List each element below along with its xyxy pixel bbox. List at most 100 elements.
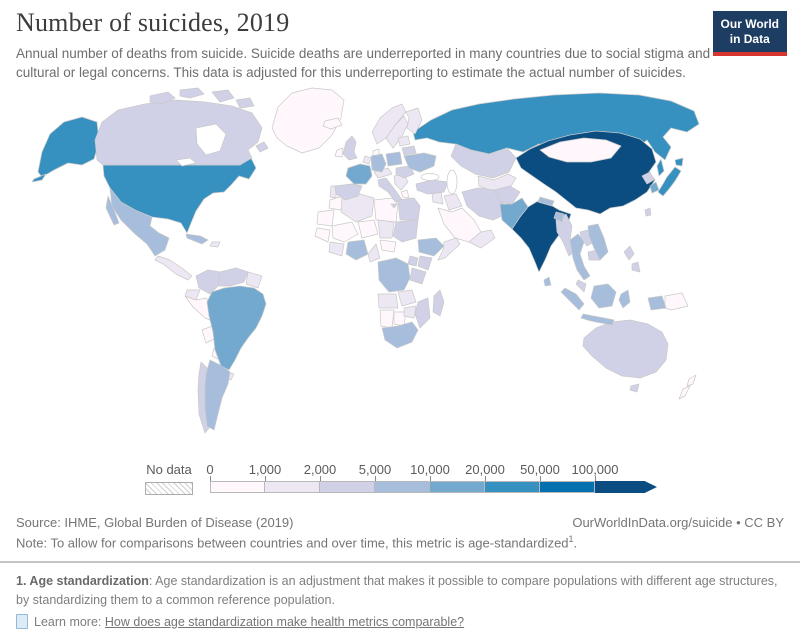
attribution-link[interactable]: OurWorldInData.org/suicide • CC BY (572, 515, 784, 530)
country-canada-arctic-3[interactable] (212, 90, 234, 102)
country-uganda[interactable] (408, 256, 418, 266)
country-cuba[interactable] (186, 234, 208, 244)
country-saudi-arabia[interactable] (438, 208, 481, 242)
country-alaska-aleutians[interactable] (32, 174, 46, 182)
country-malaysia[interactable] (576, 280, 586, 292)
source-text: Source: IHME, Global Burden of Disease (… (16, 515, 293, 530)
country-dr-congo[interactable] (378, 258, 410, 292)
owid-logo-line2: in Data (721, 32, 779, 47)
country-taiwan[interactable] (645, 208, 651, 216)
legend-tick-label: 10,000 (410, 462, 450, 477)
no-data-label: No data (145, 462, 193, 477)
legend-tick-label: 5,000 (359, 462, 392, 477)
country-libya[interactable] (374, 198, 398, 222)
country-central-america[interactable] (155, 256, 192, 280)
country-canada-newfoundland[interactable] (256, 142, 268, 152)
legend-swatch-100k-plus[interactable] (595, 481, 657, 493)
country-new-zealand-north[interactable] (687, 375, 696, 386)
country-benelux[interactable] (363, 156, 371, 164)
legend-tick-label: 2,000 (304, 462, 337, 477)
country-guyanas[interactable] (246, 272, 262, 288)
country-turkey[interactable] (416, 180, 448, 194)
country-madagascar[interactable] (433, 290, 444, 316)
country-kenya[interactable] (418, 256, 432, 270)
country-papua-new-guinea[interactable] (665, 293, 688, 310)
country-poland[interactable] (386, 152, 402, 166)
page-subtitle: Annual number of deaths from suicide. Su… (16, 44, 724, 82)
country-senegal-guinea[interactable] (315, 228, 330, 242)
country-zambia[interactable] (398, 290, 416, 306)
country-japan-hokkaido[interactable] (675, 158, 683, 166)
country-greece[interactable] (401, 190, 409, 198)
legend-swatch-2k-5k[interactable] (320, 481, 375, 493)
country-iraq[interactable] (444, 194, 462, 210)
country-uk[interactable] (343, 136, 357, 160)
country-indonesia-sulawesi[interactable] (619, 290, 630, 308)
country-sri-lanka[interactable] (544, 277, 551, 286)
country-namibia[interactable] (380, 310, 394, 328)
country-ghana-ivory-coast[interactable] (329, 242, 344, 256)
country-venezuela[interactable] (218, 268, 248, 286)
country-cameroon[interactable] (368, 244, 380, 262)
country-zimbabwe[interactable] (404, 306, 416, 318)
country-nigeria[interactable] (346, 240, 368, 260)
footnote-text: 1. Age standardization: Age standardizat… (16, 572, 784, 610)
country-indonesia-west-papua[interactable] (648, 296, 666, 310)
footnote-section: 1. Age standardization: Age standardizat… (0, 561, 800, 627)
country-mozambique[interactable] (415, 298, 430, 328)
country-new-zealand-south[interactable] (679, 386, 690, 399)
owid-logo[interactable]: Our World in Data (713, 11, 787, 56)
header: Number of suicides, 2019 Annual number o… (16, 8, 726, 82)
country-philippines-mindanao[interactable] (632, 262, 640, 272)
legend-swatch-50k-100k[interactable] (540, 481, 595, 493)
legend-swatch-1k-2k[interactable] (265, 481, 320, 493)
legend-swatches (210, 481, 657, 493)
country-chad[interactable] (378, 220, 394, 238)
country-tanzania[interactable] (410, 268, 426, 284)
country-hispaniola[interactable] (210, 242, 220, 247)
country-indonesia-java[interactable] (581, 314, 614, 325)
legend-tick-label: 1,000 (249, 462, 282, 477)
country-ireland[interactable] (335, 148, 343, 157)
learn-more-row: Learn more: How does age standardization… (16, 613, 784, 631)
country-indonesia-sumatra[interactable] (561, 288, 584, 310)
country-indonesia-borneo[interactable] (591, 284, 616, 308)
country-mauritania[interactable] (317, 210, 334, 226)
country-russia-sakhalin[interactable] (657, 159, 664, 176)
country-levant[interactable] (432, 192, 443, 204)
legend-swatch-0-1k[interactable] (210, 481, 265, 493)
black-sea (421, 174, 439, 181)
country-belarus[interactable] (402, 146, 416, 155)
learn-more-link[interactable]: How does age standardization make health… (105, 613, 464, 631)
legend-swatch-10k-20k[interactable] (430, 481, 485, 493)
note-row: Note: To allow for comparisons between c… (16, 534, 577, 550)
legend-swatch-5k-10k[interactable] (375, 481, 430, 493)
country-alaska[interactable] (38, 117, 99, 177)
legend-swatch-20k-50k[interactable] (485, 481, 540, 493)
legend-no-data: No data (145, 462, 193, 495)
note-text: Note: To allow for comparisons between c… (16, 535, 569, 550)
country-australia-tasmania[interactable] (630, 384, 639, 392)
country-sudan[interactable] (393, 220, 418, 242)
note-period: . (574, 535, 578, 550)
country-mali[interactable] (332, 222, 358, 242)
country-argentina[interactable] (205, 360, 230, 430)
country-ethiopia[interactable] (418, 238, 444, 256)
page-title: Number of suicides, 2019 (16, 8, 726, 38)
country-niger[interactable] (358, 220, 378, 238)
world-map (0, 80, 800, 460)
country-canada-arctic-2[interactable] (180, 88, 204, 98)
country-central-african-republic[interactable] (380, 240, 396, 252)
country-philippines-luzon[interactable] (624, 246, 634, 260)
country-baltics[interactable] (398, 136, 410, 146)
country-canada-arctic-4[interactable] (236, 98, 254, 108)
country-egypt[interactable] (398, 198, 420, 220)
country-france[interactable] (346, 164, 372, 184)
country-angola[interactable] (378, 294, 398, 308)
legend-tick-label: 20,000 (465, 462, 505, 477)
no-data-swatch[interactable] (145, 482, 193, 495)
country-canada[interactable] (95, 100, 262, 165)
country-australia[interactable] (583, 320, 668, 378)
document-icon (16, 614, 28, 629)
map-legend: No data 0 1,000 2,000 5,000 10,000 20,00… (145, 462, 685, 502)
